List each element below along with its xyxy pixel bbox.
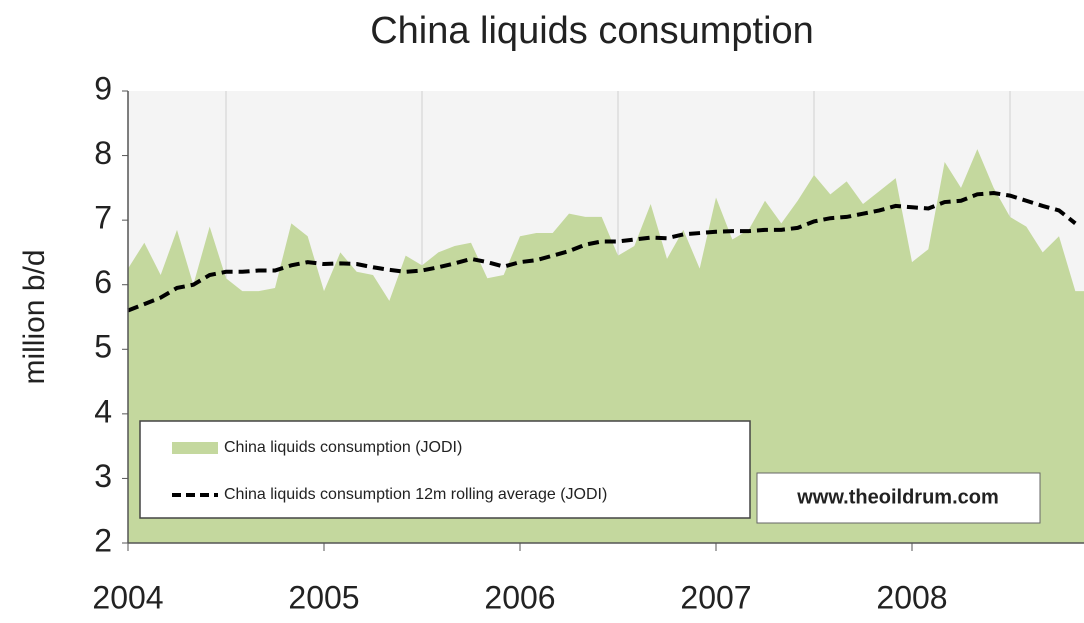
y-tick-label: 9 <box>94 70 112 106</box>
annotation: www.theoildrum.com <box>796 486 999 508</box>
x-tick-label: 2004 <box>92 579 163 615</box>
y-tick-label: 2 <box>94 522 112 558</box>
x-tick-label: 2005 <box>288 579 359 615</box>
y-tick-label: 8 <box>94 135 112 171</box>
y-tick-label: 4 <box>94 393 112 429</box>
legend-label: China liquids consumption 12m rolling av… <box>224 486 607 503</box>
x-tick-label: 2006 <box>484 579 555 615</box>
legend: China liquids consumption (JODI) China li… <box>139 420 751 519</box>
line <box>127 191 1077 313</box>
legend-box <box>139 420 751 519</box>
legend-label: China liquids consumption (JODI) <box>224 439 462 456</box>
x-tick-label: 2007 <box>680 579 751 615</box>
legend-swatch <box>172 442 218 454</box>
x-tick-label: 2008 <box>876 579 947 615</box>
y-tick-label: 3 <box>94 458 112 494</box>
annotation-box <box>756 472 1041 524</box>
chart-title: China liquids consumption <box>370 10 814 52</box>
y-tick-label: 7 <box>94 200 112 236</box>
y-tick-label: 6 <box>94 264 112 300</box>
y-axis-label: million b/d <box>18 249 51 384</box>
y-tick-label: 5 <box>94 329 112 365</box>
